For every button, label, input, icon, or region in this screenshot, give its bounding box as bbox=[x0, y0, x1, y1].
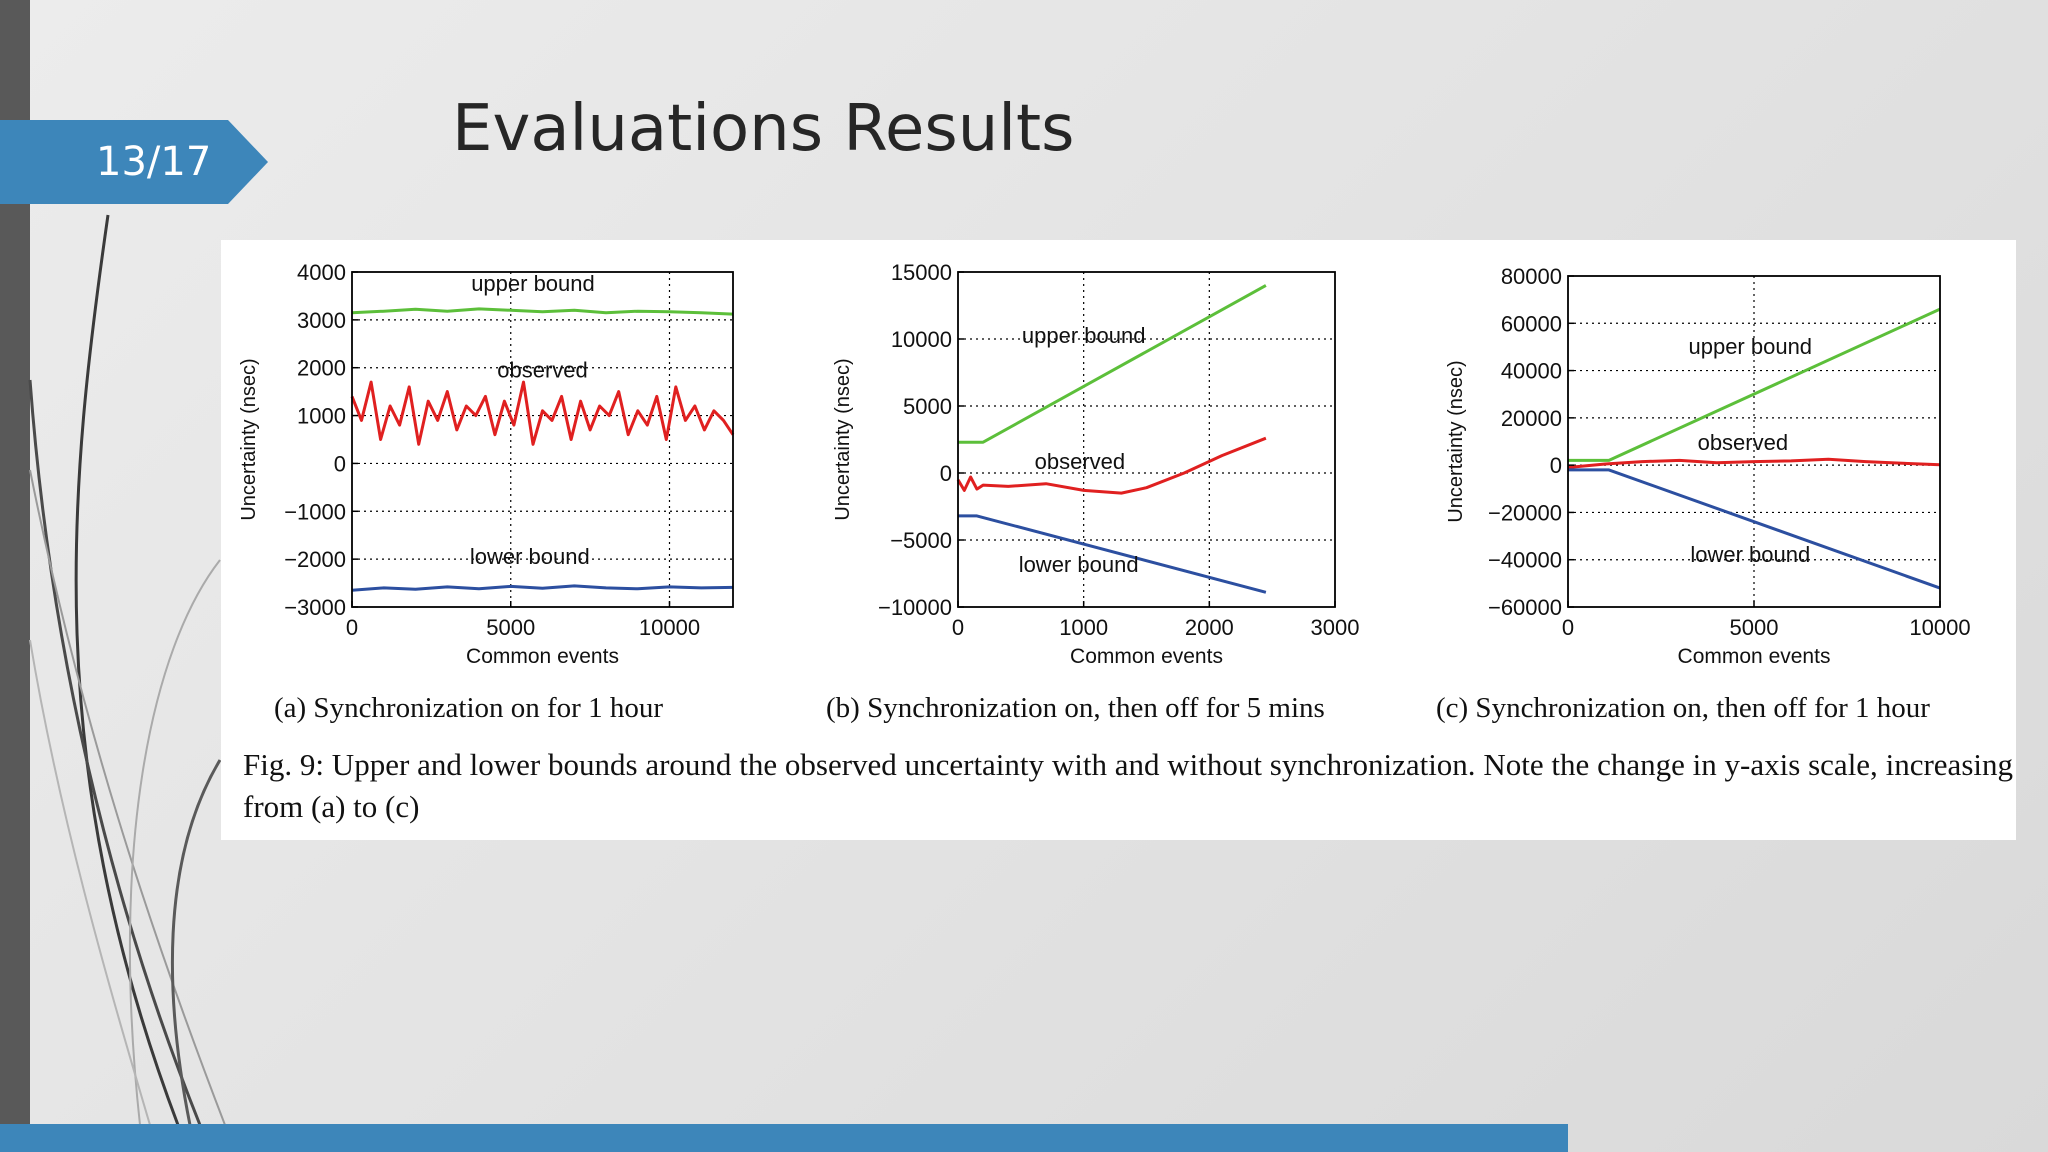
y-tick-label: 3000 bbox=[297, 308, 346, 333]
axes-frame bbox=[351, 271, 734, 608]
subfigure-caption-c: (c) Synchronization on, then off for 1 h… bbox=[1436, 692, 1930, 724]
y-tick-label: 4000 bbox=[297, 260, 346, 285]
y-tick-label: −1000 bbox=[284, 499, 346, 524]
series-line-observed bbox=[956, 436, 1267, 495]
x-tick-label: 5000 bbox=[1730, 615, 1779, 640]
y-tick-label: −40000 bbox=[1488, 548, 1562, 573]
annotation-observed: observed bbox=[1035, 449, 1126, 474]
y-tick-label: 80000 bbox=[1501, 264, 1562, 289]
y-tick-label: −10000 bbox=[878, 595, 952, 620]
figure-panel: 0 5000 10000 −3000 −2000 −1000 0 1000 2000 3000 40… bbox=[221, 240, 2016, 840]
series-line-lower-bound bbox=[1568, 468, 1941, 590]
y-tick-label: 20000 bbox=[1501, 406, 1562, 431]
y-tick-label: 15000 bbox=[891, 260, 952, 285]
annotation-upper-bound: upper bound bbox=[1022, 323, 1146, 348]
series-line-lower-bound bbox=[958, 514, 1267, 594]
annotation-lower-bound: lower bound bbox=[1690, 542, 1810, 567]
x-tick-label: 10000 bbox=[1909, 615, 1970, 640]
y-axis-label: Uncertainty (nsec) bbox=[832, 358, 854, 520]
annotation-lower-bound: lower bound bbox=[470, 544, 590, 569]
annotation-lower-bound: lower bound bbox=[1019, 552, 1139, 577]
x-tick-label: 0 bbox=[952, 615, 964, 640]
annotation-observed: observed bbox=[497, 357, 588, 382]
series-line-observed bbox=[1567, 457, 1941, 469]
y-tick-label: 40000 bbox=[1501, 359, 1562, 384]
x-tick-label: 10000 bbox=[639, 615, 700, 640]
x-axis-label: Common events bbox=[466, 645, 619, 668]
y-tick-label: 10000 bbox=[891, 327, 952, 352]
axes-frame bbox=[957, 271, 1336, 608]
chart-b: 0 1000 2000 3000 −10000 −5000 0 5000 10000 15000 C… bbox=[832, 260, 1359, 668]
y-axis-label: Uncertainty (nsec) bbox=[238, 358, 260, 520]
y-tick-label: −3000 bbox=[284, 595, 346, 620]
y-tick-label: −2000 bbox=[284, 547, 346, 572]
annotation-observed: observed bbox=[1698, 430, 1789, 455]
slide-number: 13/17 bbox=[96, 139, 212, 185]
y-tick-label: 0 bbox=[1550, 453, 1562, 478]
annotation-upper-bound: upper bound bbox=[1688, 334, 1812, 359]
series-line-observed bbox=[350, 380, 735, 446]
figure-charts: 0 5000 10000−3000−2000−1000010002000300040… bbox=[238, 260, 1971, 668]
y-axis-label: Uncertainty (nsec) bbox=[1445, 360, 1467, 522]
y-tick-label: −5000 bbox=[890, 528, 952, 553]
x-axis-label: Common events bbox=[1070, 645, 1223, 668]
series-line-upper-bound bbox=[351, 307, 734, 316]
x-tick-label: 0 bbox=[346, 615, 358, 640]
y-tick-label: 60000 bbox=[1501, 311, 1562, 336]
decorative-curves bbox=[28, 214, 226, 1126]
chart-c: 0 5000 10000 −60000 −40000 −20000 0 20000 40000 6… bbox=[1445, 264, 1971, 668]
x-tick-label: 1000 bbox=[1059, 615, 1108, 640]
chart-a: 0 5000 10000 −3000 −2000 −1000 0 1000 2000 3000 40… bbox=[238, 260, 735, 668]
series-line-upper-bound bbox=[958, 284, 1267, 444]
x-axis-label: Common events bbox=[1678, 645, 1831, 668]
x-tick-label: 3000 bbox=[1311, 615, 1360, 640]
subfigure-caption-b: (b) Synchronization on, then off for 5 m… bbox=[826, 692, 1325, 724]
y-tick-label: −20000 bbox=[1488, 500, 1562, 525]
x-tick-label: 2000 bbox=[1185, 615, 1234, 640]
series-line-lower-bound bbox=[351, 584, 734, 592]
y-tick-label: −60000 bbox=[1488, 595, 1562, 620]
slide-title: Evaluations Results bbox=[452, 92, 1075, 166]
subfigure-caption-a: (a) Synchronization on for 1 hour bbox=[274, 692, 663, 724]
annotation-upper-bound: upper bound bbox=[471, 271, 595, 296]
x-tick-label: 5000 bbox=[486, 615, 535, 640]
bottom-accent-bar bbox=[0, 1124, 1568, 1152]
y-tick-label: 2000 bbox=[297, 356, 346, 381]
figure-caption: Fig. 9: Upper and lower bounds around th… bbox=[243, 747, 2013, 824]
y-tick-label: 1000 bbox=[297, 404, 346, 429]
y-tick-label: 0 bbox=[940, 461, 952, 486]
x-tick-label: 0 bbox=[1562, 615, 1574, 640]
series-line-upper-bound bbox=[1568, 307, 1941, 462]
slide-number-tab bbox=[0, 120, 268, 204]
y-tick-label: 0 bbox=[334, 451, 346, 476]
y-tick-label: 5000 bbox=[903, 394, 952, 419]
